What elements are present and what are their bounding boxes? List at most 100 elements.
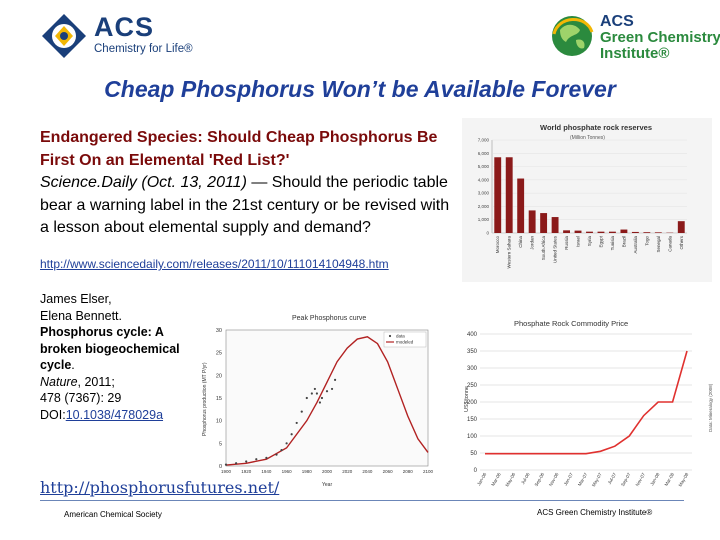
reserves-category-label: South Africa [541,236,546,261]
peak-data-point [310,392,313,395]
peak-data-point [318,401,322,404]
reserves-bar [609,231,616,233]
peak-data-point [320,396,324,400]
price-y-tick: 200 [467,400,478,406]
peak-data-point [325,390,329,393]
peak-data-point [315,392,318,395]
reserves-bar-chart: World phosphate rock reserves (Million T… [462,118,712,282]
peak-legend-box [383,331,427,348]
peak-y-tick: 20 [216,373,222,379]
price-y-tick: 300 [467,366,478,372]
price-x-tick: Jul-07 [607,472,618,486]
reserves-category-label: China [518,236,523,248]
peak-legend-data-label: data [396,334,405,339]
peak-x-tick: 2040 [362,469,373,474]
reserves-y-tick: 4,000 [478,177,490,182]
peak-data-point [235,462,238,465]
article-summary: Endangered Species: Should Cheap Phospho… [40,127,460,240]
reserves-bar [540,213,548,233]
peak-x-tick: 1920 [241,469,252,474]
peak-y-tick: 5 [219,441,222,447]
gci-logo-line3: Institute® [600,45,670,62]
reserves-y-tick: 2,000 [478,204,490,209]
peak-data-point [255,458,258,461]
price-x-tick: Sep-06 [533,472,545,487]
price-chart-ylabel: US$/tonne [464,386,470,412]
price-x-tick: Jan-08 [649,472,660,487]
reserves-bar [517,178,525,233]
reserves-category-label: Brazil [621,236,626,247]
peak-data-point [290,433,293,436]
peak-x-tick: 2080 [403,469,414,474]
price-x-tick: Mar-08 [663,472,675,487]
peak-legend-data-marker [388,334,392,338]
price-x-tick: Nov-07 [634,472,646,487]
peak-plot-area [225,329,429,467]
reserves-bar [597,231,605,233]
peak-y-tick: 15 [216,396,222,402]
price-line [485,350,688,455]
price-y-tick: 150 [467,417,478,423]
reserves-chart-title: World phosphate rock reserves [540,123,652,132]
footer-left-text: American Chemical Society [64,510,162,519]
reserves-bar [505,157,513,233]
gci-logo[interactable]: ACS Green Chemistry Institute® [548,12,720,62]
reserves-category-label: Tunisia [610,236,615,251]
reserves-bar [654,232,662,233]
price-chart-source: Data: Mineralogy (2008) [708,383,713,432]
peak-modeled-line [225,336,429,466]
acs-emblem-icon [42,14,86,58]
price-x-tick: Nov-06 [548,472,560,487]
peak-x-tick: 1980 [302,469,313,474]
price-x-tick: Sep-07 [620,472,632,487]
price-x-tick: May-08 [678,472,690,488]
slide-title: Cheap Phosphorus Won’t be Available Fore… [104,76,616,102]
peak-data-point [280,449,283,452]
citation-doi-link[interactable]: 10.1038/478029a [65,407,164,422]
peak-x-tick: 1940 [261,469,272,474]
citation: James Elser, Elena Bennett. Phosphorus c… [40,291,190,423]
reserves-bar [631,231,639,233]
gci-logo-line2: Green Chemistry [600,29,720,46]
reserves-chart-background [462,118,712,282]
reserves-category-label: Canada [667,236,672,252]
price-y-tick: 100 [467,434,478,440]
reserves-bar [551,217,559,233]
peak-data-point [333,378,337,381]
price-y-tick: 250 [467,383,478,389]
reserves-category-label: Senegal [656,236,661,253]
peak-x-tick: 1960 [282,469,293,474]
footer-right-text: ACS Green Chemistry Institute® [537,508,653,517]
article-headline: Endangered Species: Should Cheap Phospho… [40,129,438,169]
reserves-category-label: Russia [564,236,569,250]
reserves-y-tick: 7,000 [478,138,490,143]
peak-chart-xlabel: Year [322,482,332,488]
acs-logo-name: ACS [94,12,155,42]
citation-title: Phosphorus cycle: A broken biogeochemica… [40,325,180,372]
peak-data-point [300,410,303,413]
price-x-tick: Jan-06 [476,472,487,487]
sciencedaily-link[interactable]: http://www.sciencedaily.com/releases/201… [40,257,389,271]
price-x-tick: May-07 [591,472,603,488]
reserves-y-tick: 0 [486,231,489,236]
peak-phosphorus-chart: Peak Phosphorus curve Phosphorus product… [202,315,434,488]
phosphate-price-chart: Phosphate Rock Commodity Price US$/tonne… [464,319,713,488]
reserves-category-label: Syria [587,236,592,247]
peak-data-point [285,442,288,445]
footer-divider [40,500,684,501]
citation-author-2: Elena Bennett. [40,308,123,323]
reserves-bar [677,221,685,233]
price-y-tick: 400 [467,332,478,338]
peak-data-point [275,453,278,456]
reserves-y-tick: 1,000 [478,217,490,222]
reserves-category-label: United States [553,235,558,263]
peak-y-tick: 0 [219,464,222,470]
reserves-category-label: Western Sahara [507,236,512,269]
reserves-bar [620,229,628,233]
gci-logo-line1: ACS [600,13,634,30]
reserves-y-tick: 5,000 [478,164,490,169]
reserves-bar [586,231,593,233]
reserves-category-label: Israel [576,236,581,247]
acs-logo[interactable]: ACS Chemistry for Life® [40,10,193,60]
phosphorusfutures-link[interactable]: http://phosphorusfutures.net/ [40,478,280,497]
